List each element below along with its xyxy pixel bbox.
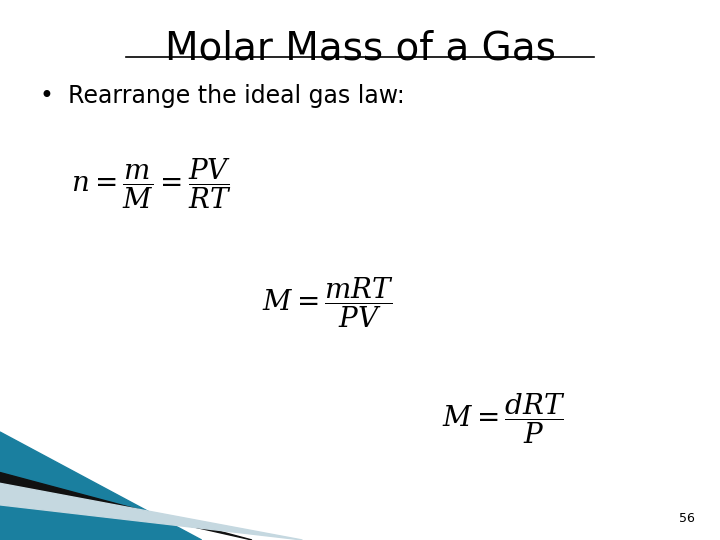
Polygon shape xyxy=(0,472,252,540)
Text: Molar Mass of a Gas: Molar Mass of a Gas xyxy=(165,30,555,68)
Text: $n = \dfrac{m}{M} = \dfrac{PV}{RT}$: $n = \dfrac{m}{M} = \dfrac{PV}{RT}$ xyxy=(71,156,231,211)
Text: $M = \dfrac{dRT}{P}$: $M = \dfrac{dRT}{P}$ xyxy=(442,391,566,446)
Polygon shape xyxy=(0,432,202,540)
Text: •: • xyxy=(40,84,53,107)
Text: $M = \dfrac{mRT}{PV}$: $M = \dfrac{mRT}{PV}$ xyxy=(261,275,394,330)
Text: 56: 56 xyxy=(679,512,695,525)
Polygon shape xyxy=(0,483,302,540)
Text: Rearrange the ideal gas law:: Rearrange the ideal gas law: xyxy=(68,84,405,107)
